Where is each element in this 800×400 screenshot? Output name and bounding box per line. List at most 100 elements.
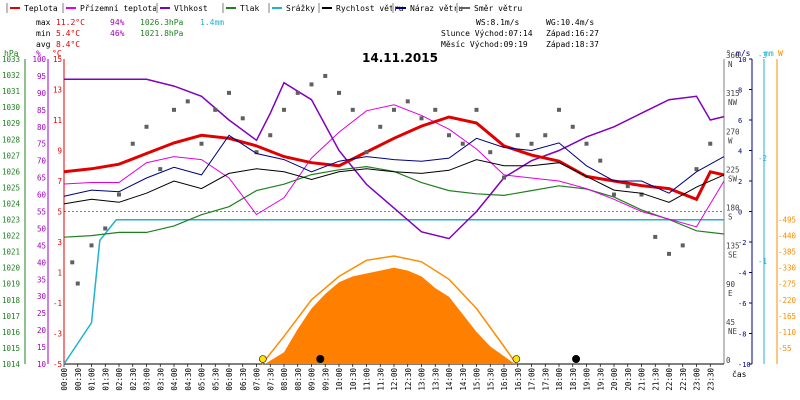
legend-label: Vlhkost xyxy=(174,4,208,13)
pct-tick-label: 35 xyxy=(37,275,46,284)
wind-direction-point xyxy=(172,107,176,112)
stat-min-hum: 46% xyxy=(110,29,125,38)
wind-direction-point xyxy=(378,124,383,129)
wind-direction-point xyxy=(405,99,410,104)
hpa-tick-label: 1030 xyxy=(2,103,21,112)
dir-tick-name: E xyxy=(728,289,733,298)
wind-direction-point xyxy=(185,99,190,104)
temperature-line xyxy=(63,115,725,202)
wind-direction-point xyxy=(598,158,603,163)
w-tick-label: -165 xyxy=(778,312,796,321)
hpa-tick-label: 1015 xyxy=(2,344,20,353)
pct-tick-label: 80 xyxy=(37,123,47,132)
w-tick-label: -440 xyxy=(778,232,797,241)
info-moon-set: Západ:18:37 xyxy=(546,40,599,49)
temp-tick-label: 11 xyxy=(53,116,62,125)
mm-tick-label: -2 xyxy=(758,154,767,163)
x-tick-label: 14:30 xyxy=(459,368,468,391)
x-tick-label: 03:30 xyxy=(156,368,165,391)
unit-label: W xyxy=(778,49,783,58)
w-tick-label: -110 xyxy=(778,328,797,337)
dir-tick-label: 270 xyxy=(726,127,740,136)
dir-tick-name: N xyxy=(728,60,733,69)
dir-tick-label: 0 xyxy=(726,356,731,365)
temp-tick-label: 3 xyxy=(57,238,62,247)
dir-tick-label: 315 xyxy=(726,89,740,98)
temp-tick-label: 9 xyxy=(57,147,62,156)
x-tick-label: 13:30 xyxy=(431,368,440,391)
x-tick-label: 21:30 xyxy=(651,368,660,391)
ms-tick-label: -8 xyxy=(738,331,746,339)
x-tick-label: 08:00 xyxy=(280,368,289,391)
wind-direction-point xyxy=(75,281,80,286)
solar-radiation-area xyxy=(264,267,515,364)
x-axis: 00:00 00:30 01:00 01:30 02:00 02:30 03:00 03:30… xyxy=(60,364,747,391)
x-tick-label: 22:00 xyxy=(665,368,674,391)
w-tick-label: -385 xyxy=(778,248,796,257)
pct-tick-label: 25 xyxy=(37,309,46,318)
hpa-tick-label: 1019 xyxy=(2,280,20,289)
dir-tick-label: 360 xyxy=(726,51,740,60)
stat-avg-label: avg xyxy=(36,40,51,49)
x-tick-label: 14:00 xyxy=(445,368,454,391)
sunset-marker xyxy=(512,355,521,363)
unit-label: mm xyxy=(764,49,774,58)
x-tick-label: 18:30 xyxy=(569,368,578,391)
legend-label: Tlak xyxy=(240,4,259,13)
wind-direction-point xyxy=(295,90,300,95)
wind-direction-point xyxy=(268,133,273,138)
temp-tick-label: 5 xyxy=(57,208,62,217)
hpa-tick-label: 1018 xyxy=(2,296,21,305)
wind-direction-point xyxy=(158,167,163,172)
hpa-tick-label: 1021 xyxy=(2,248,20,257)
ms-tick-label: -2 xyxy=(738,239,746,247)
wind-direction-point xyxy=(350,107,355,112)
wind-direction-point xyxy=(227,90,231,95)
x-tick-label: 06:30 xyxy=(239,368,248,391)
x-tick-label: 02:00 xyxy=(115,368,124,391)
ms-tick-label: -4 xyxy=(738,270,746,278)
x-tick-label: 12:30 xyxy=(404,368,413,391)
moonrise-marker xyxy=(316,355,325,363)
wind-direction-point xyxy=(89,243,94,248)
temp-tick-label: 7 xyxy=(57,177,62,186)
ms-tick-label: -6 xyxy=(738,300,746,308)
info-ws: WS:8.1m/s xyxy=(476,18,520,27)
x-tick-label: 11:30 xyxy=(376,368,385,391)
ms-tick-label: 2 xyxy=(738,178,742,186)
unit-label: ° xyxy=(726,49,731,58)
w-tick-label: -495 xyxy=(778,215,796,224)
temp-tick-label: 1 xyxy=(57,269,62,278)
wind-direction-point xyxy=(680,243,685,248)
x-tick-label: 07:30 xyxy=(266,368,275,391)
legend-swatch-bar xyxy=(318,3,320,13)
dir-tick-label: 90 xyxy=(726,280,736,289)
pct-tick-label: 60 xyxy=(37,191,47,200)
x-tick-label: 00:00 xyxy=(60,368,69,391)
x-tick-label: 16:00 xyxy=(500,368,509,391)
x-tick-label: 05:00 xyxy=(198,368,207,391)
wind-direction-point xyxy=(447,133,451,138)
info-block: WS:8.1m/s WG:10.4m/s Slunce Východ:07:14… xyxy=(441,18,599,49)
legend-label: Rychlost větru xyxy=(336,4,404,13)
x-tick-label: 03:00 xyxy=(143,368,152,391)
pct-tick-label: 100 xyxy=(32,55,46,64)
legend-swatch-bar xyxy=(62,3,64,13)
hpa-tick-label: 1014 xyxy=(2,360,21,369)
legend-swatch-bar xyxy=(392,3,394,13)
x-tick-label: 17:30 xyxy=(541,368,550,391)
wind-direction-point xyxy=(570,124,575,129)
w-tick-label: -330 xyxy=(778,264,797,273)
wind-direction-point xyxy=(584,141,589,146)
ms-tick-label: 10 xyxy=(738,56,746,64)
pct-tick-label: 40 xyxy=(37,258,47,267)
wind-gust-line xyxy=(63,134,725,197)
info-sun-rise: Slunce Východ:07:14 xyxy=(441,29,533,38)
info-sun-set: Západ:16:27 xyxy=(546,29,599,38)
legend: Teplota Přízemní teplota Vlhkost Tlak Srážky… xyxy=(6,3,522,13)
x-tick-label: 00:30 xyxy=(74,368,83,391)
x-tick-label: 19:30 xyxy=(596,368,605,391)
x-tick-label: 23:00 xyxy=(693,368,702,391)
hpa-tick-label: 1016 xyxy=(2,328,21,337)
